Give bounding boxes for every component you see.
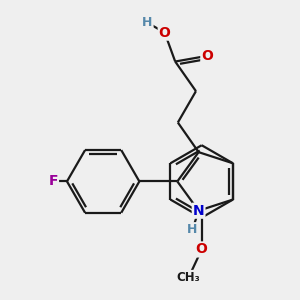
Text: CH₃: CH₃	[177, 271, 201, 284]
Text: O: O	[201, 49, 213, 63]
Text: N: N	[193, 204, 204, 218]
Text: H: H	[187, 223, 198, 236]
Text: O: O	[159, 26, 171, 40]
Text: H: H	[142, 16, 153, 29]
Text: F: F	[49, 174, 58, 188]
Text: O: O	[196, 242, 208, 256]
